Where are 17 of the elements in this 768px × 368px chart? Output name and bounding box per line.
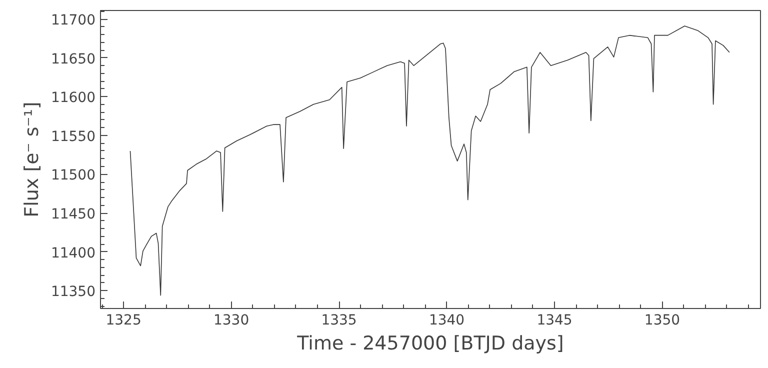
y-tick-label: 11700	[50, 12, 96, 29]
y-axis-title: Flux [e⁻ s⁻¹]	[20, 102, 43, 218]
x-tick-label: 1345	[536, 312, 572, 328]
x-axis-title: Time - 2457000 [BTJD days]	[296, 332, 564, 354]
y-tick-label: 11600	[50, 90, 96, 106]
line-series	[130, 26, 730, 296]
x-tick-label: 1340	[428, 312, 465, 328]
x-tick-label: 1330	[213, 312, 250, 328]
x-tick-label: 1335	[321, 312, 357, 328]
y-tick-label: 11500	[50, 168, 96, 184]
y-tick-label: 11650	[50, 51, 96, 68]
x-tick-label: 1350	[644, 312, 680, 328]
y-tick-label: 11450	[50, 206, 96, 223]
x-tick-label: 1325	[106, 312, 142, 328]
y-tick-label: 11350	[50, 284, 96, 300]
y-tick-label: 11400	[50, 245, 96, 262]
y-tick-label: 11550	[50, 128, 96, 145]
